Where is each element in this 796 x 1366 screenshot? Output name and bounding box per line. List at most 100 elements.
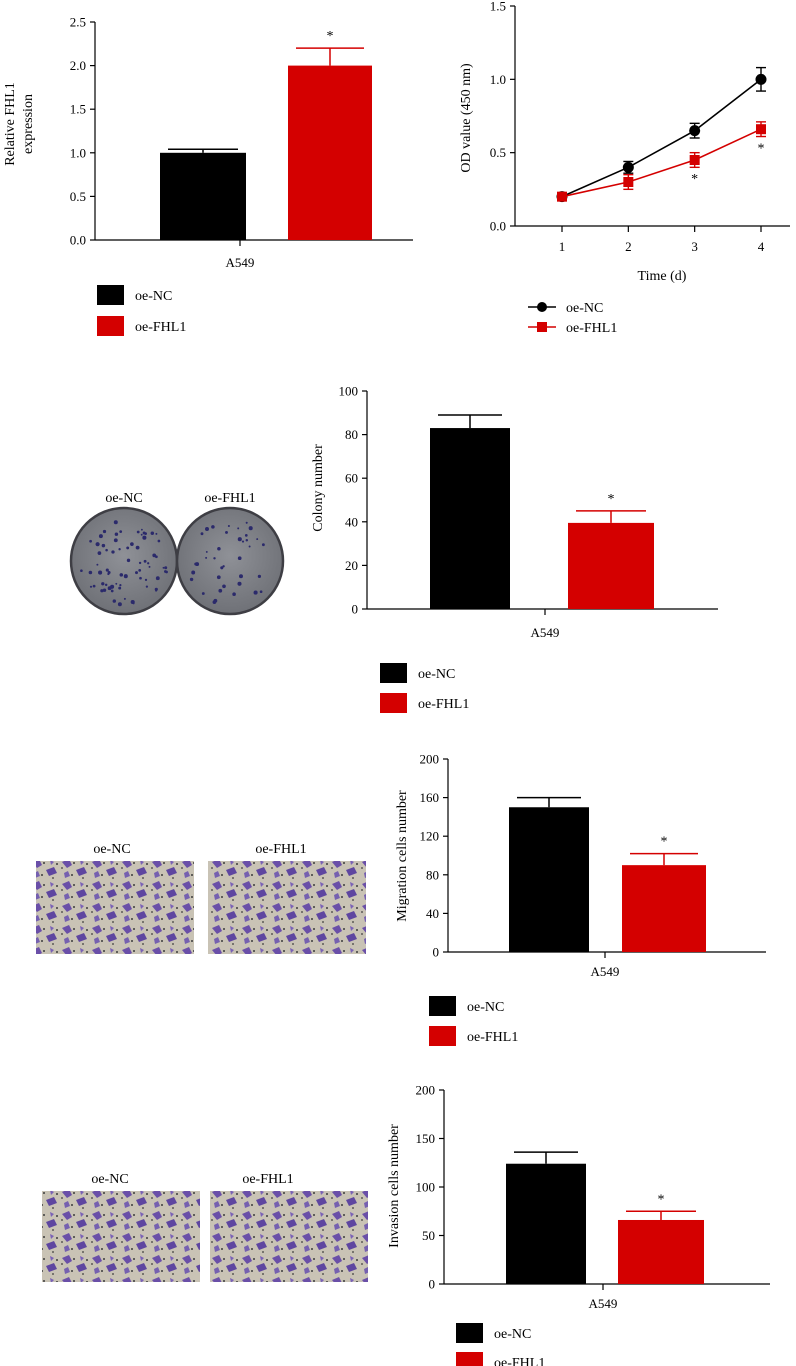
y-tick-label: 20 [345, 558, 358, 573]
colony-dot [126, 546, 130, 550]
legend-swatch [456, 1352, 483, 1366]
bar-oe-fhl1 [622, 865, 706, 952]
migration-image-oe-fhl1 [208, 861, 366, 954]
legend-swatch [97, 285, 124, 305]
legend-label: oe-NC [418, 667, 455, 682]
colony-dot [119, 584, 122, 587]
colony-dot [245, 539, 249, 542]
data-point [623, 177, 634, 187]
legend-label: oe-NC [135, 289, 172, 304]
colony-dot [117, 602, 122, 607]
y-tick-label: 80 [345, 427, 358, 442]
od-value-chart: OD value (450 nm) Time (d) 0.0 0.5 1.0 1.5 1… [459, 0, 790, 336]
legend-swatch [97, 316, 124, 336]
colony-dot [253, 590, 258, 595]
colony-dot [155, 532, 158, 535]
image-label-oe-fhl1: oe-FHL1 [204, 491, 255, 506]
y-tick-label: 100 [339, 384, 359, 399]
colony-dot [157, 539, 161, 543]
colony-dot [102, 529, 107, 534]
colony-dot [148, 565, 151, 568]
significance-label: * [608, 492, 615, 507]
data-point [689, 125, 701, 137]
colony-dot [241, 540, 245, 543]
colony-dot [144, 578, 148, 582]
y-tick-label: 1.5 [70, 102, 86, 117]
colony-dot [237, 556, 242, 561]
legend-label: oe-NC [566, 301, 603, 316]
colony-dot [123, 574, 128, 579]
colony-dot [123, 597, 126, 600]
colony-dot [80, 569, 83, 573]
colony-dot [138, 561, 142, 565]
data-point [622, 161, 634, 173]
colony-dot [141, 528, 143, 531]
bar-oe-nc [160, 152, 246, 240]
colony-dot [205, 556, 208, 559]
colony-dot [136, 530, 140, 534]
colony-dot [244, 534, 248, 537]
colony-dish-oe-nc [69, 506, 179, 616]
colony-dot [248, 545, 251, 548]
colony-dot [216, 575, 221, 580]
colony-dot [105, 548, 108, 552]
x-tick-label: 3 [691, 239, 698, 254]
legend-label: oe-FHL1 [494, 1356, 545, 1366]
colony-dot [101, 543, 106, 548]
bar-oe-fhl1 [568, 522, 654, 609]
y-tick-label: 0.5 [490, 145, 506, 160]
colony-dot [135, 571, 138, 575]
colony-dot [217, 547, 221, 551]
colony-dot [100, 589, 104, 593]
legend-label: oe-FHL1 [418, 697, 469, 712]
colony-dot [126, 558, 131, 563]
colony-dot [256, 538, 259, 541]
y-tick-label: 0 [352, 602, 359, 617]
y-tick-label: 0.5 [70, 189, 86, 204]
fhl1-expression-chart: Relative FHL1 expression 0.0 0.5 1.0 1.5 2.0… [3, 15, 413, 336]
colony-dot [105, 568, 109, 572]
colony-dish-images: oe-NC oe-FHL1 [69, 491, 285, 616]
colony-dot [150, 531, 155, 536]
colony-dot [143, 559, 147, 563]
colony-dot [113, 538, 118, 543]
x-tick-label: A549 [531, 625, 560, 640]
y-axis-label-line2: expression [21, 94, 36, 154]
colony-dot [257, 574, 262, 579]
colony-dot [114, 532, 119, 536]
colony-dot [96, 563, 99, 566]
colony-dot [164, 566, 168, 570]
image-label-oe-fhl1: oe-FHL1 [242, 1172, 293, 1187]
y-tick-label: 120 [420, 829, 440, 844]
x-tick-label: 1 [559, 239, 566, 254]
colony-dot [104, 583, 108, 587]
y-tick-label: 40 [345, 514, 358, 529]
y-axis-label: Invasion cells number [387, 1124, 402, 1248]
colony-dot [213, 557, 216, 560]
y-tick-label: 0.0 [70, 233, 86, 248]
colony-dot [98, 570, 103, 575]
colony-dot [107, 572, 110, 576]
y-tick-label: 60 [345, 471, 358, 486]
bar-oe-fhl1 [618, 1219, 704, 1284]
colony-dot [113, 520, 118, 525]
colony-dot [145, 585, 149, 588]
data-point [557, 191, 567, 202]
colony-dot [144, 532, 147, 535]
significance-label: * [661, 835, 668, 850]
colony-dot [194, 562, 198, 566]
colony-dot [259, 590, 263, 594]
colony-dot [205, 550, 208, 553]
colony-dot [232, 592, 236, 596]
colony-dot [102, 588, 107, 592]
legend-swatch [380, 693, 407, 713]
colony-dot [89, 539, 92, 543]
significance-label: * [758, 141, 765, 156]
colony-dot [92, 584, 96, 588]
series-line-oe-nc [561, 78, 762, 198]
colony-dot [111, 550, 115, 554]
x-tick-label: A549 [589, 1296, 618, 1311]
y-axis-label: Relative FHL1 [3, 82, 18, 166]
colony-dot [115, 582, 118, 585]
